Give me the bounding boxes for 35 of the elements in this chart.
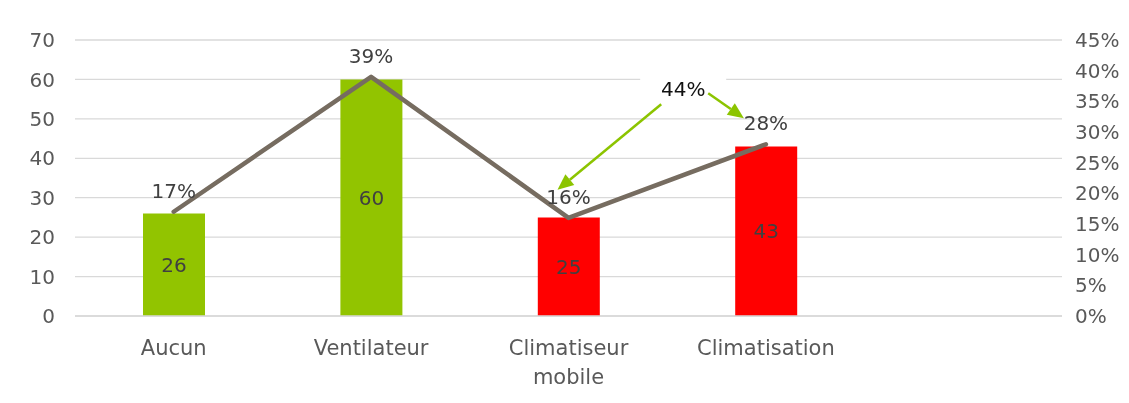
bar	[735, 146, 798, 316]
y2-tick-label: 20%	[1075, 181, 1120, 206]
data-label: 16%	[546, 184, 591, 209]
bar	[143, 213, 205, 316]
data-label: 60	[358, 185, 385, 210]
data-label: 17%	[151, 178, 196, 203]
y-tick-label: 70	[29, 28, 55, 53]
y2-tick-label: 35%	[1075, 89, 1120, 114]
y2-tick-label: 25%	[1075, 150, 1120, 175]
data-label: 25	[556, 254, 582, 279]
y2-tick-label: 10%	[1075, 242, 1120, 267]
y-tick-label: 10	[29, 264, 55, 289]
y2-tick-label: 40%	[1075, 58, 1120, 83]
x-tick-label: Climatisation	[697, 336, 835, 360]
y-tick-label: 50	[29, 106, 55, 131]
y-tick-label: 0	[42, 304, 55, 329]
y-tick-label: 40	[29, 146, 55, 171]
y-tick-label: 30	[29, 185, 55, 210]
data-label: 26	[161, 252, 187, 277]
y-tick-label: 20	[29, 225, 55, 250]
y2-tick-label: 5%	[1075, 273, 1107, 298]
annotation: 44%	[660, 77, 706, 102]
data-label: 39%	[348, 43, 394, 68]
data-label: 28%	[743, 111, 789, 136]
x-tick-label: Aucun	[140, 336, 207, 360]
x-tick-label: Ventilateur	[313, 336, 429, 360]
x-tick-label: Climatiseur mobile	[508, 336, 629, 389]
y-tick-label: 60	[29, 67, 55, 92]
bar	[340, 79, 403, 316]
bar	[537, 217, 600, 316]
y2-tick-label: 0%	[1075, 304, 1107, 329]
data-label: 43	[753, 219, 779, 244]
y2-tick-label: 15%	[1075, 212, 1120, 237]
y2-tick-label: 30%	[1075, 120, 1120, 145]
y2-tick-label: 45%	[1075, 28, 1120, 53]
